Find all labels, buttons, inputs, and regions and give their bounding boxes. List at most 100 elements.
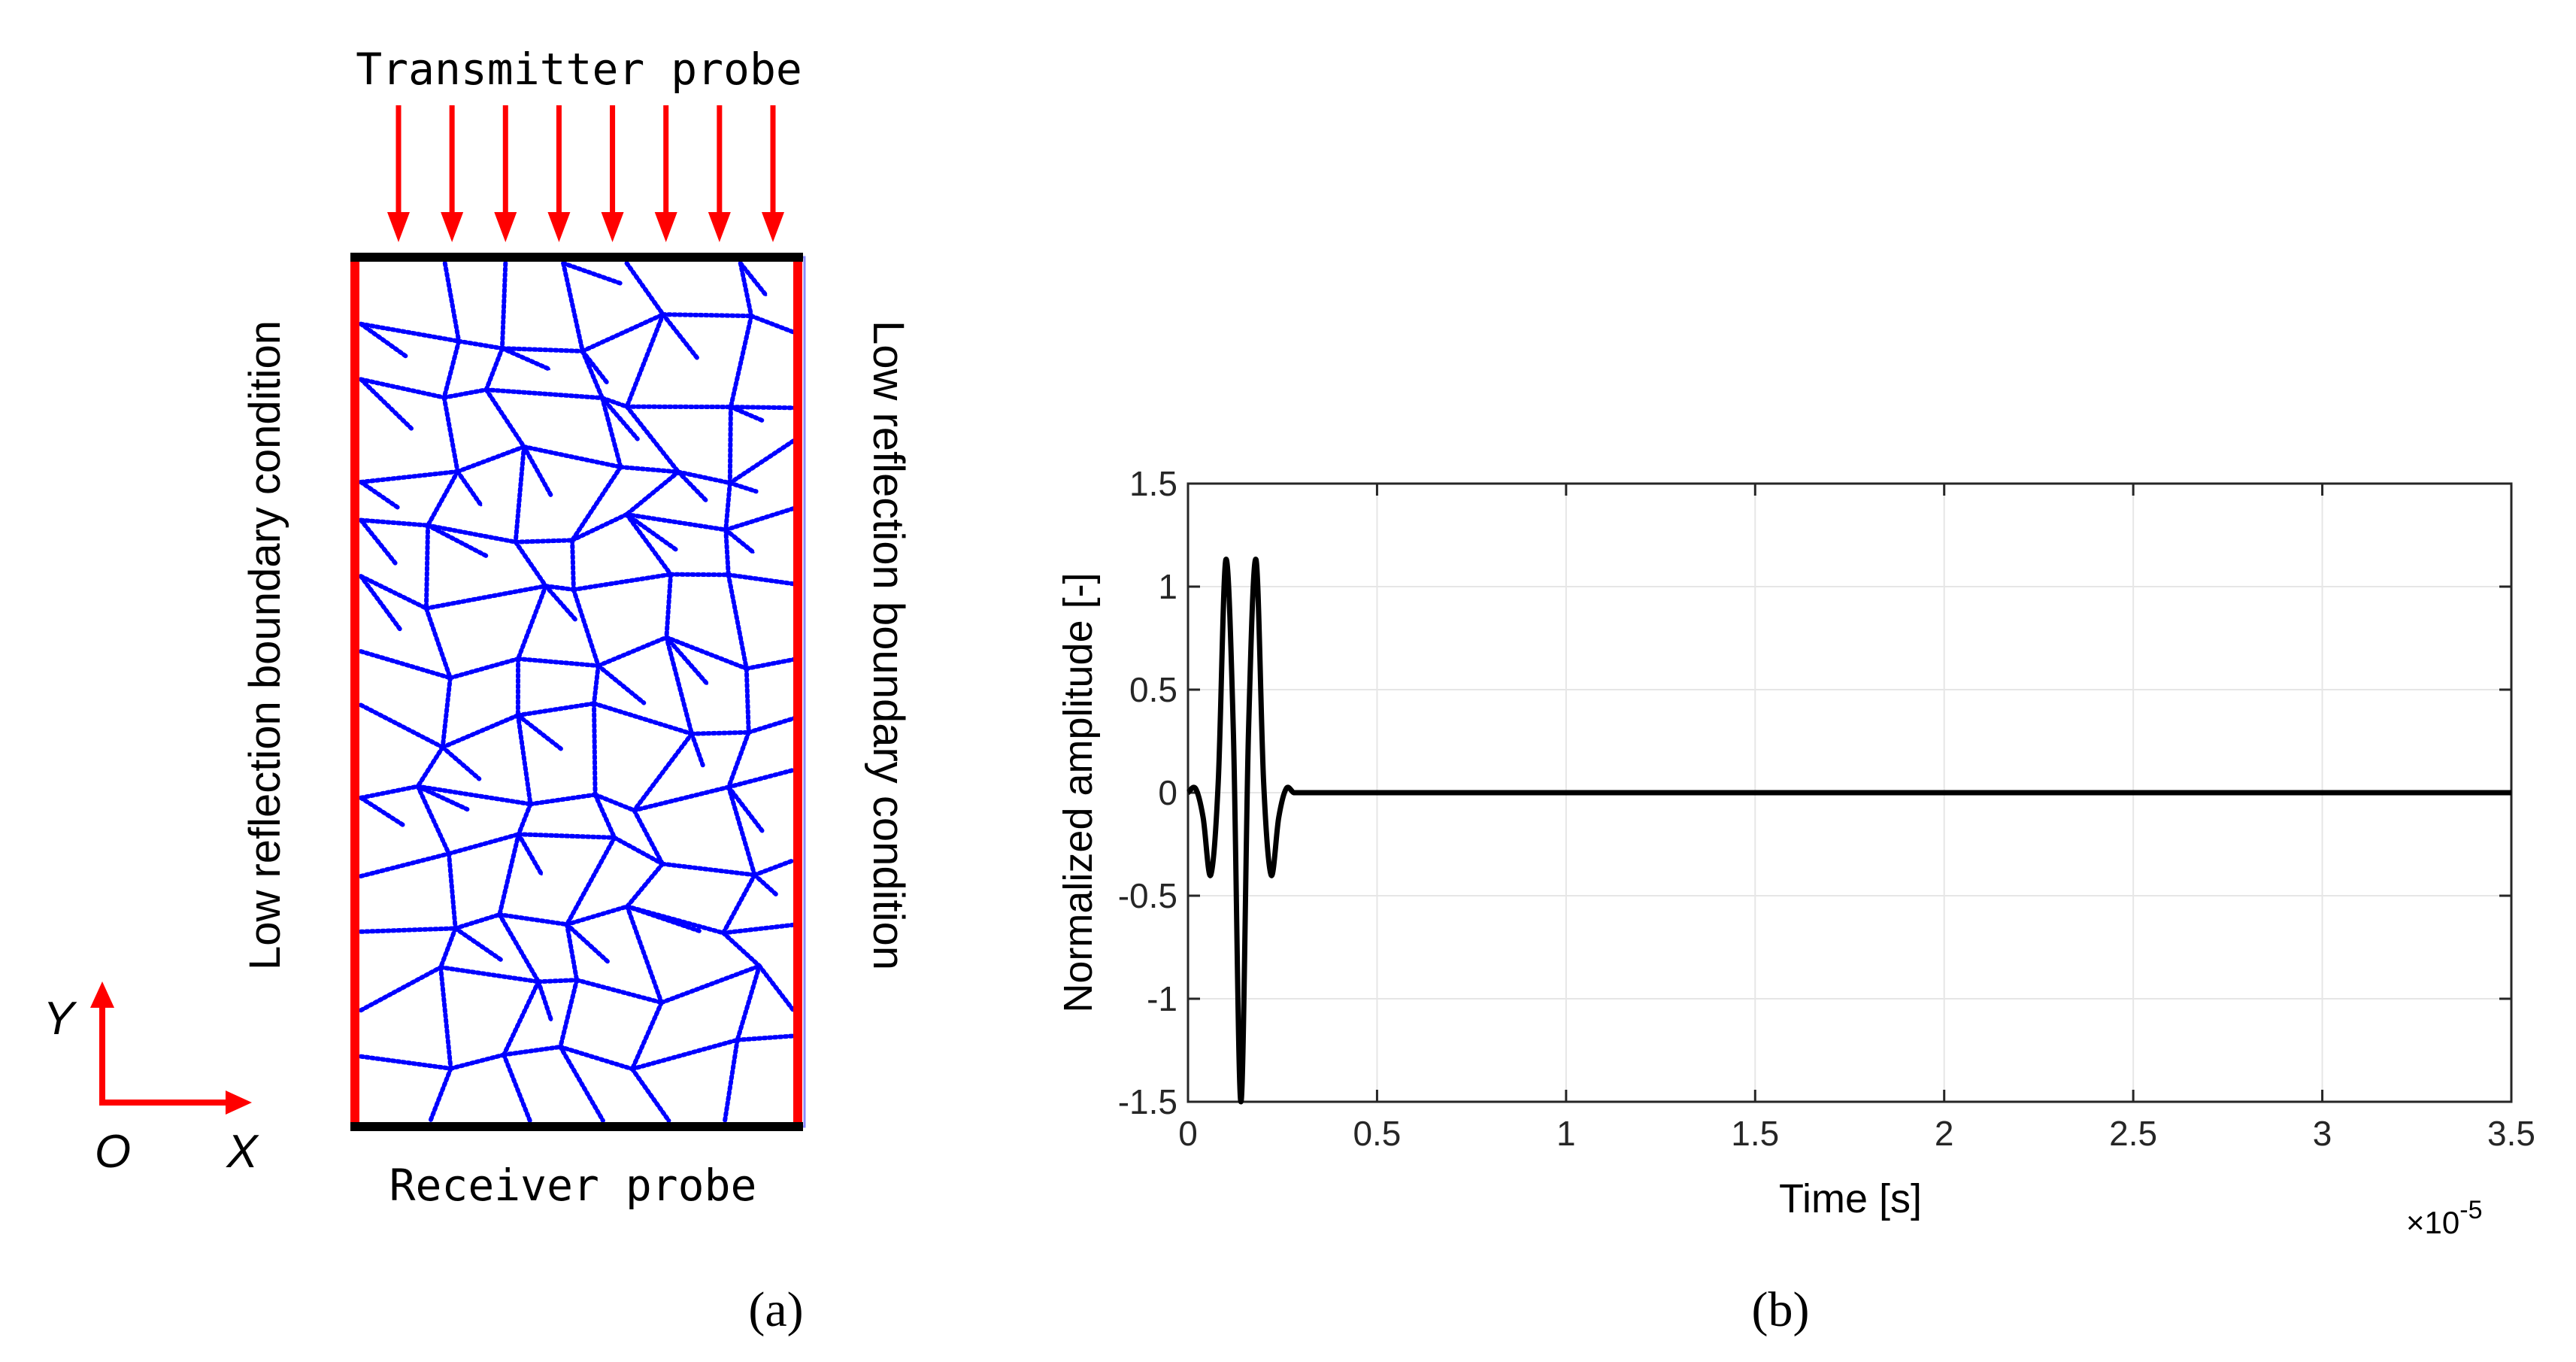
grain-boundary-core: [730, 405, 763, 422]
grain-boundary-core: [562, 262, 584, 352]
grain-boundary-core: [417, 786, 450, 854]
grain-boundary-core: [725, 507, 795, 531]
grain-boundary-core: [722, 874, 756, 934]
grain-boundary-core: [739, 262, 753, 317]
grain-boundary-core: [517, 702, 595, 717]
grain-boundary-core: [427, 471, 459, 526]
grain-boundary-core: [517, 585, 547, 660]
grain-boundary-core: [360, 470, 458, 484]
grain-boundary-core: [360, 852, 450, 878]
grain-boundary-core: [450, 1054, 505, 1070]
grain-boundary-core: [444, 388, 486, 399]
grain-boundary-core: [725, 483, 732, 530]
x-tick-label: 1: [1556, 1114, 1576, 1153]
grain-boundary-core: [677, 471, 731, 484]
grain-boundary-core: [677, 471, 708, 502]
grain-boundary-core: [502, 347, 583, 353]
grain-boundary-core: [571, 513, 627, 541]
grain-boundary-core: [592, 666, 599, 704]
grain-boundary-core: [754, 859, 795, 876]
transmitter-arrowhead: [494, 212, 517, 242]
grain-boundary-core: [440, 966, 539, 983]
grain-boundary-core: [582, 313, 664, 353]
grain-boundary-core: [594, 794, 616, 839]
grain-boundary-core: [417, 785, 531, 805]
grain-boundary-core: [499, 913, 568, 926]
grain-boundary-core: [632, 1039, 738, 1070]
x-axis-label: Time [s]: [1779, 1176, 1922, 1221]
grain-boundary-core: [485, 347, 504, 390]
grain-boundary-core: [665, 574, 672, 638]
grain-boundary-core: [759, 965, 795, 1012]
grain-boundary-core: [631, 1002, 662, 1069]
grain-boundary-core: [360, 1055, 451, 1070]
y-tick-label: 0.5: [1129, 670, 1177, 709]
transmitter-arrowhead: [708, 212, 731, 242]
grain-boundary-core: [360, 481, 399, 509]
grain-boundary-core: [562, 262, 621, 284]
x-axis-arrowhead: [226, 1091, 252, 1115]
y-axis-ticks: -1.5 -1 -0.5 0 0.5 1 1.5: [1118, 464, 2511, 1121]
grain-boundary-core: [626, 905, 702, 933]
grain-boundary-core: [631, 1068, 670, 1121]
grain-boundary-core: [427, 524, 487, 557]
grain-boundary-core: [360, 323, 408, 358]
grain-boundary-core: [576, 978, 662, 1004]
y-axis-arrowhead: [90, 981, 114, 1008]
grain-boundary-core: [502, 347, 551, 371]
y-axis-label: Normalized amplitude [-]: [1056, 572, 1101, 1012]
grain-boundary-core: [485, 389, 525, 447]
grain-boundary-core: [598, 636, 667, 667]
grain-boundary-core: [572, 589, 599, 666]
x-tick-label: 2: [1935, 1114, 1954, 1153]
grain-boundary-core: [441, 746, 480, 780]
grain-boundary-core: [730, 405, 795, 409]
x-exponent-power: -5: [2459, 1196, 2482, 1224]
grain-boundary-core: [593, 702, 692, 735]
grain-boundary-core: [581, 350, 604, 399]
grain-boundary-core: [602, 397, 638, 440]
grain-boundary-core: [727, 575, 748, 669]
grain-boundary-core: [566, 924, 608, 963]
grain-boundary-core: [499, 834, 520, 915]
grain-boundary-core: [559, 979, 578, 1048]
grain-boundary-core: [517, 714, 532, 805]
grain-boundary-core: [443, 397, 459, 472]
transmitter-probe-label: Transmitter probe: [356, 44, 802, 95]
grain-boundary-core: [360, 650, 451, 679]
grain-boundary-core: [597, 665, 645, 704]
grain-boundary-core: [499, 914, 540, 982]
grain-boundary-core: [360, 323, 459, 342]
grain-boundary-core: [457, 445, 525, 473]
transmitter-arrowhead: [441, 212, 464, 242]
grain-boundary-core: [746, 658, 795, 670]
mesh-grain-boundaries: [359, 261, 796, 1123]
grain-boundary-core: [441, 678, 452, 748]
grain-boundary-core: [729, 439, 795, 484]
grain-boundary-core: [626, 314, 664, 408]
grain-boundary-core: [662, 313, 752, 317]
x-tick-label: 0.5: [1353, 1114, 1401, 1153]
grain-boundary-core: [633, 733, 692, 811]
grain-boundary-core: [565, 924, 578, 981]
transmitter-arrowhead: [654, 212, 677, 242]
grain-boundary-core: [573, 573, 671, 591]
grain-boundary-core: [503, 1045, 561, 1056]
grain-boundary-core: [360, 704, 444, 748]
x-tick-label: 0: [1178, 1114, 1198, 1153]
grain-boundary-core: [626, 262, 664, 315]
panel-b: 0 0.5 1 1.5 2 2.5 3 3.5 -1.5 -1 -0.5 0 0.5 1 1.5 Time…: [1056, 464, 2535, 1337]
transmitter-arrowhead: [547, 212, 571, 242]
grain-boundary-core: [565, 837, 616, 925]
axis-label-origin: O: [95, 1126, 131, 1178]
grain-boundary-core: [360, 927, 456, 933]
left-boundary-label: Low reflection boundary condition: [241, 320, 289, 970]
y-tick-label: 0: [1158, 773, 1177, 812]
grain-boundary-core: [626, 514, 672, 575]
grain-boundary-core: [360, 575, 427, 610]
receiver-probe-label: Receiver probe: [389, 1160, 757, 1211]
grain-boundary-core: [750, 314, 795, 334]
grain-boundary-core: [447, 853, 456, 929]
x-exponent-label: ×10-5: [2406, 1196, 2482, 1240]
